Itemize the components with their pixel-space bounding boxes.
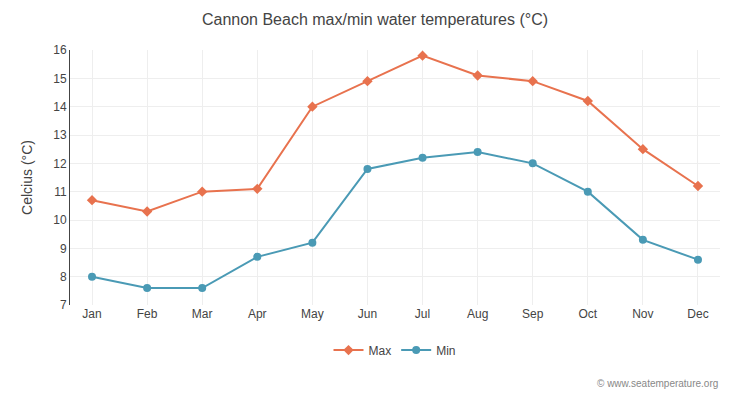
svg-text:Dec: Dec [687,307,708,321]
svg-text:Cannon Beach max/min water tem: Cannon Beach max/min water temperatures … [202,11,548,28]
svg-text:9: 9 [60,242,67,256]
svg-text:Mar: Mar [192,307,213,321]
svg-text:8: 8 [60,270,67,284]
svg-text:Nov: Nov [632,307,653,321]
svg-text:12: 12 [53,157,67,171]
svg-text:Jun: Jun [358,307,377,321]
svg-text:10: 10 [53,213,67,227]
svg-text:13: 13 [53,128,67,142]
svg-text:11: 11 [54,185,67,199]
svg-text:Apr: Apr [248,307,267,321]
svg-text:Min: Min [436,344,455,358]
svg-text:7: 7 [60,298,67,312]
svg-text:Feb: Feb [137,307,158,321]
svg-text:Jul: Jul [415,307,430,321]
svg-text:Max: Max [369,344,392,358]
svg-text:Celcius (°C): Celcius (°C) [19,140,35,215]
svg-text:16: 16 [53,43,67,57]
svg-text:Aug: Aug [467,307,488,321]
svg-text:Sep: Sep [522,307,544,321]
svg-text:Oct: Oct [578,307,597,321]
svg-text:© www.seatemperature.org: © www.seatemperature.org [597,378,718,389]
svg-text:14: 14 [53,100,67,114]
svg-text:Jan: Jan [82,307,101,321]
svg-text:May: May [301,307,324,321]
svg-text:15: 15 [53,72,67,86]
